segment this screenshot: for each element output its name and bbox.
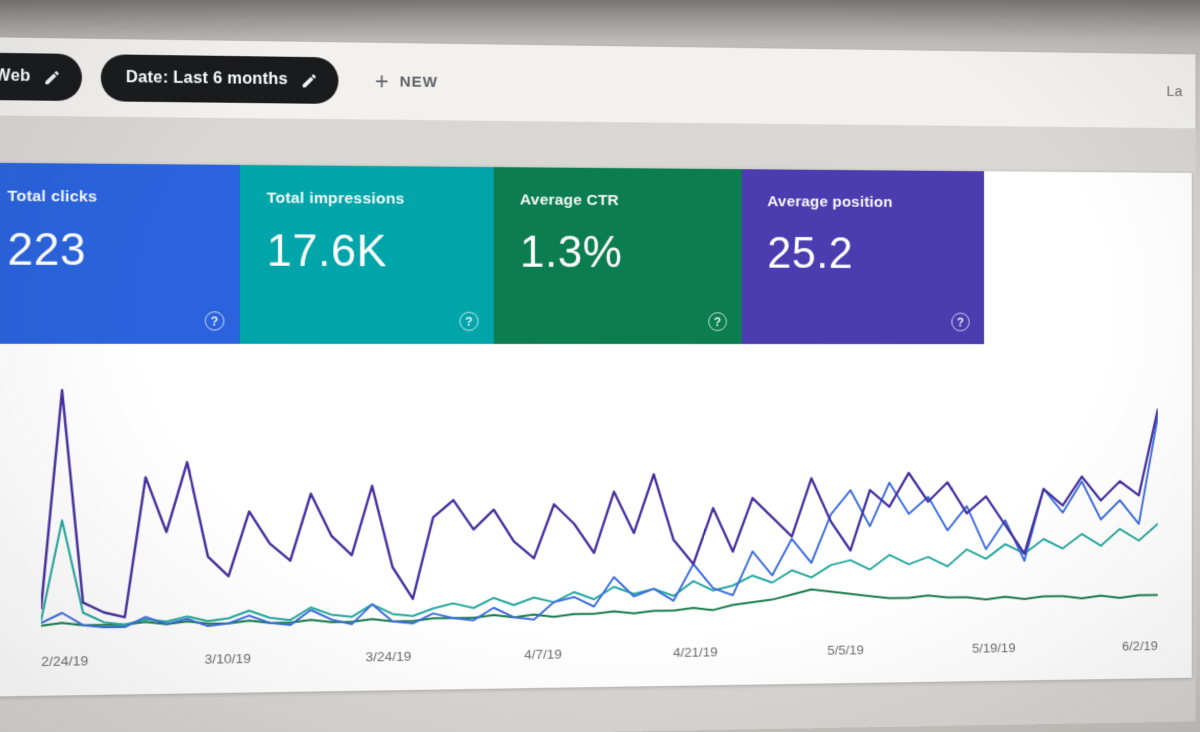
metric-value: 1.3% [520,228,718,279]
performance-report-card: Total clicks 223 ? Total impressions 17.… [0,163,1192,697]
help-icon[interactable]: ? [205,311,225,330]
metric-tile-total-clicks[interactable]: Total clicks 223 ? [0,163,240,344]
help-icon[interactable]: ? [459,312,478,331]
edit-pencil-icon [43,68,61,86]
x-axis-tick: 4/21/19 [673,644,718,660]
last-updated-partial-text: La [1167,83,1183,100]
help-icon[interactable]: ? [951,313,969,332]
filter-chip-label: type: Web [0,67,31,87]
x-axis-tick: 5/5/19 [827,642,864,657]
metric-tile-total-impressions[interactable]: Total impressions 17.6K ? [240,165,494,344]
metric-tile-average-ctr[interactable]: Average CTR 1.3% ? [494,167,742,344]
metric-value: 17.6K [267,226,470,277]
x-axis-tick: 3/24/19 [366,649,412,665]
x-axis-tick: 3/10/19 [205,651,252,667]
x-axis-tick: 5/19/19 [972,640,1015,655]
x-axis-tick: 4/7/19 [524,647,562,663]
help-icon[interactable]: ? [708,312,727,331]
metric-label: Total clicks [7,188,215,208]
metric-label: Average position [767,193,961,212]
chart-area: 2/24/19 3/10/19 3/24/19 4/7/19 4/21/19 5… [0,344,1192,670]
metric-tile-average-position[interactable]: Average position 25.2 ? [742,169,984,344]
new-filter-button[interactable]: + NEW [375,70,438,94]
metric-value: 25.2 [767,229,961,279]
new-filter-label: NEW [400,73,438,91]
metric-tiles-row: Total clicks 223 ? Total impressions 17.… [0,163,1192,344]
metric-label: Average CTR [520,191,718,210]
filter-chip-label: Date: Last 6 months [126,69,288,89]
page-background: Total clicks 223 ? Total impressions 17.… [0,115,1196,732]
monitor-photo: type: Web Date: Last 6 months + NEW La [0,0,1200,732]
search-console-screen: type: Web Date: Last 6 months + NEW La [0,16,1196,732]
metric-label: Total impressions [267,190,470,210]
performance-chart [41,375,1158,639]
filter-chip-date-range[interactable]: Date: Last 6 months [101,54,338,104]
plus-icon: + [375,70,390,93]
filter-toolbar: type: Web Date: Last 6 months + NEW La [0,37,1196,128]
filter-chip-search-type[interactable]: type: Web [0,52,82,101]
metric-value: 223 [7,225,215,277]
x-axis-tick: 6/2/19 [1122,638,1158,653]
x-axis-tick: 2/24/19 [41,653,88,669]
edit-pencil-icon [300,72,317,89]
